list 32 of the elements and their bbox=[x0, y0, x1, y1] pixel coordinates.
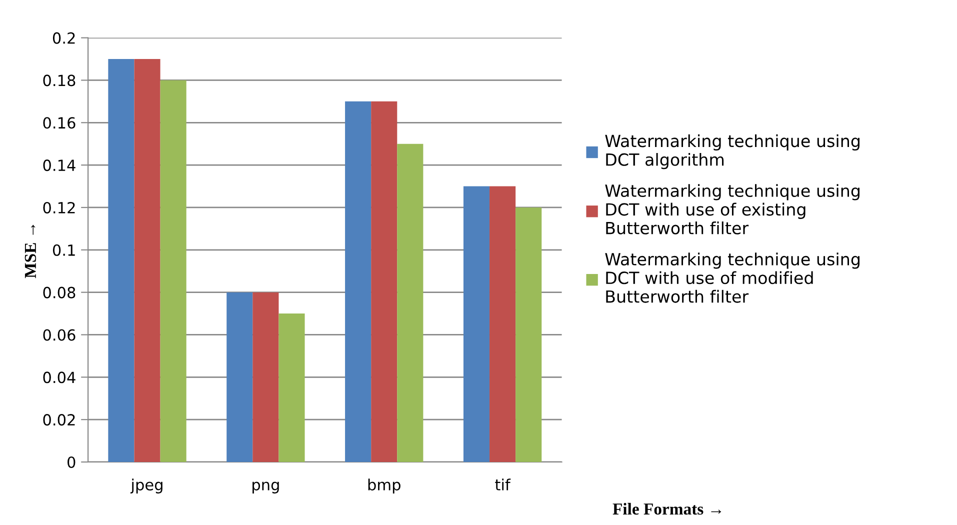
bar bbox=[490, 186, 516, 462]
y-tick-label: 0.18 bbox=[43, 74, 76, 86]
legend-label: Watermarking technique using DCT with use of existing Butterworth filter bbox=[605, 184, 860, 234]
bar bbox=[278, 314, 305, 462]
bar bbox=[108, 59, 134, 462]
y-tick-label: 0.12 bbox=[43, 202, 75, 214]
y-tick-label: 0.14 bbox=[43, 160, 76, 172]
bar bbox=[397, 144, 424, 462]
legend-label: Watermarking technique using DCT with use of modified Butterworth filter bbox=[605, 252, 860, 303]
y-axis-title: MSE → bbox=[24, 224, 36, 278]
bar bbox=[463, 186, 490, 462]
bar bbox=[134, 59, 160, 462]
y-tick-label: 0.2 bbox=[52, 32, 75, 44]
bar bbox=[371, 101, 398, 462]
x-tick-label: jpeg bbox=[130, 478, 162, 494]
y-tick-label: 0.1 bbox=[52, 244, 75, 256]
y-tick-label: 0.06 bbox=[43, 329, 76, 341]
y-tick-label: 0.02 bbox=[43, 414, 75, 426]
y-tick-label: 0.08 bbox=[43, 286, 76, 298]
x-axis-title: File Formats → bbox=[612, 502, 722, 515]
bar bbox=[252, 292, 279, 462]
y-tick-label: 0.04 bbox=[43, 372, 76, 384]
y-tick-label: 0.16 bbox=[43, 117, 76, 129]
x-tick-label: tif bbox=[495, 478, 511, 490]
bar bbox=[160, 80, 186, 462]
legend-label: Watermarking technique using DCT algorithm bbox=[605, 134, 860, 170]
bar bbox=[345, 101, 372, 462]
x-tick-label: bmp bbox=[368, 478, 400, 494]
bar bbox=[226, 292, 253, 462]
bar bbox=[516, 207, 542, 462]
x-tick-label: png bbox=[252, 482, 279, 494]
y-tick-label: 0 bbox=[68, 456, 76, 468]
